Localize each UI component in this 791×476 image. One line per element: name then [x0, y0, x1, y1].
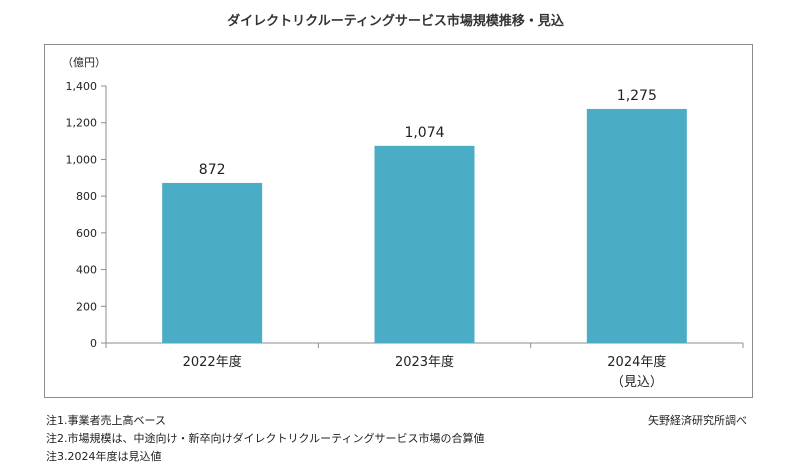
note-1: 注1.事業者売上高ベース	[46, 414, 166, 427]
bar	[374, 145, 475, 343]
data-label: 1,275	[617, 88, 657, 104]
y-tick-label: 1,000	[66, 153, 98, 166]
y-tick-label: 1,400	[66, 80, 98, 93]
data-label: 872	[199, 162, 226, 178]
x-tick-sublabel: （見込）	[611, 375, 663, 390]
data-label: 1,074	[404, 125, 444, 141]
note-3: 注3.2024年度は見込値	[46, 450, 162, 463]
labels: 872 2022年度 1,074 2023年度 1,275 2024年度 （見込）	[183, 88, 667, 390]
note-2: 注2.市場規模は、中途向け・新卒向けダイレクトリクルーティングサービス市場の合算…	[46, 432, 485, 445]
y-tick-label: 200	[76, 300, 97, 313]
y-tick-label: 0	[90, 337, 97, 350]
x-tick-label: 2022年度	[183, 354, 242, 370]
chart-frame	[44, 44, 753, 398]
y-tick-label: 1,200	[66, 117, 98, 130]
x-tick-label: 2023年度	[395, 354, 454, 370]
x-tick-label: 2024年度	[607, 354, 666, 370]
bar	[586, 108, 687, 343]
y-tick-label: 600	[76, 227, 97, 240]
bars	[162, 108, 687, 343]
y-tick-label: 400	[76, 264, 97, 277]
y-unit-label: （億円）	[62, 56, 106, 69]
chart-title: ダイレクトリクルーティングサービス市場規模推移・見込	[227, 14, 564, 29]
source-credit: 矢野経済研究所調べ	[648, 414, 747, 427]
bar	[162, 182, 263, 343]
y-tick-label: 800	[76, 190, 97, 203]
